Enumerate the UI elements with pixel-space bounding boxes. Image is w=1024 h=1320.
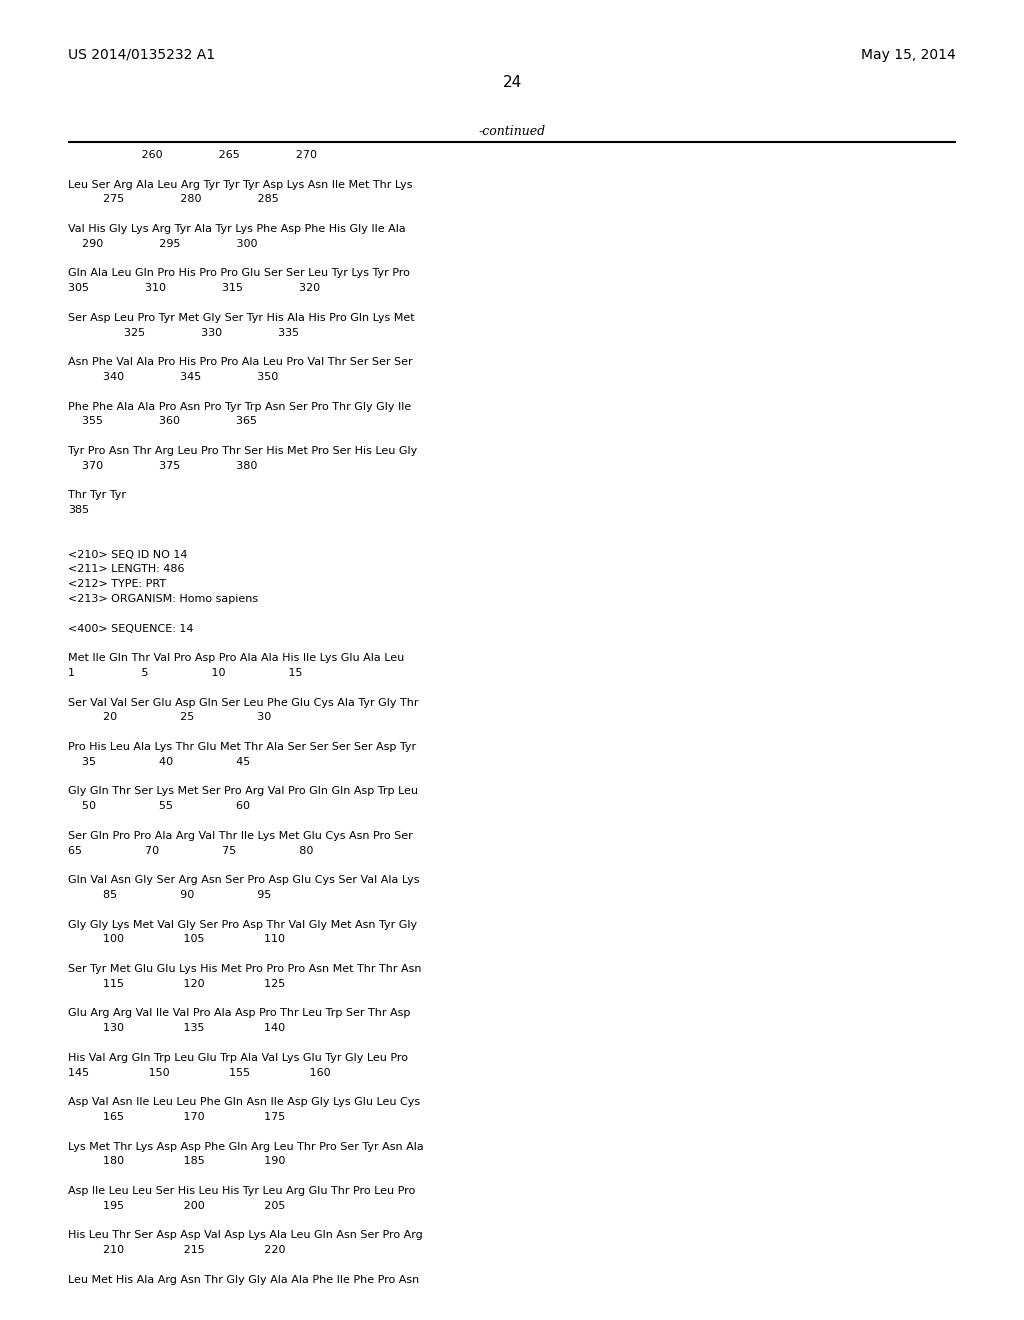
- Text: Phe Phe Ala Ala Pro Asn Pro Tyr Trp Asn Ser Pro Thr Gly Gly Ile: Phe Phe Ala Ala Pro Asn Pro Tyr Trp Asn …: [68, 401, 412, 412]
- Text: 305                310                315                320: 305 310 315 320: [68, 284, 321, 293]
- Text: <210> SEQ ID NO 14: <210> SEQ ID NO 14: [68, 549, 187, 560]
- Text: -continued: -continued: [478, 125, 546, 139]
- Text: Leu Ser Arg Ala Leu Arg Tyr Tyr Tyr Asp Lys Asn Ile Met Thr Lys: Leu Ser Arg Ala Leu Arg Tyr Tyr Tyr Asp …: [68, 180, 413, 190]
- Text: <212> TYPE: PRT: <212> TYPE: PRT: [68, 579, 166, 589]
- Text: Asp Ile Leu Leu Ser His Leu His Tyr Leu Arg Glu Thr Pro Leu Pro: Asp Ile Leu Leu Ser His Leu His Tyr Leu …: [68, 1185, 416, 1196]
- Text: Glu Arg Arg Val Ile Val Pro Ala Asp Pro Thr Leu Trp Ser Thr Asp: Glu Arg Arg Val Ile Val Pro Ala Asp Pro …: [68, 1008, 411, 1019]
- Text: 50                  55                  60: 50 55 60: [68, 801, 250, 812]
- Text: 65                  70                  75                  80: 65 70 75 80: [68, 846, 313, 855]
- Text: Thr Tyr Tyr: Thr Tyr Tyr: [68, 491, 126, 500]
- Text: 35                  40                  45: 35 40 45: [68, 756, 250, 767]
- Text: 355                360                365: 355 360 365: [68, 416, 257, 426]
- Text: <213> ORGANISM: Homo sapiens: <213> ORGANISM: Homo sapiens: [68, 594, 258, 605]
- Text: 290                295                300: 290 295 300: [68, 239, 257, 248]
- Text: 20                  25                  30: 20 25 30: [68, 713, 271, 722]
- Text: Ser Gln Pro Pro Ala Arg Val Thr Ile Lys Met Glu Cys Asn Pro Ser: Ser Gln Pro Pro Ala Arg Val Thr Ile Lys …: [68, 830, 413, 841]
- Text: 195                 200                 205: 195 200 205: [68, 1201, 286, 1210]
- Text: 260                265                270: 260 265 270: [68, 150, 317, 160]
- Text: Val His Gly Lys Arg Tyr Ala Tyr Lys Phe Asp Phe His Gly Ile Ala: Val His Gly Lys Arg Tyr Ala Tyr Lys Phe …: [68, 224, 406, 234]
- Text: 100                 105                 110: 100 105 110: [68, 935, 285, 944]
- Text: His Val Arg Gln Trp Leu Glu Trp Ala Val Lys Glu Tyr Gly Leu Pro: His Val Arg Gln Trp Leu Glu Trp Ala Val …: [68, 1053, 408, 1063]
- Text: Gln Val Asn Gly Ser Arg Asn Ser Pro Asp Glu Cys Ser Val Ala Lys: Gln Val Asn Gly Ser Arg Asn Ser Pro Asp …: [68, 875, 420, 886]
- Text: 165                 170                 175: 165 170 175: [68, 1111, 286, 1122]
- Text: Pro His Leu Ala Lys Thr Glu Met Thr Ala Ser Ser Ser Ser Asp Tyr: Pro His Leu Ala Lys Thr Glu Met Thr Ala …: [68, 742, 416, 752]
- Text: 85                  90                  95: 85 90 95: [68, 890, 271, 900]
- Text: Gly Gly Lys Met Val Gly Ser Pro Asp Thr Val Gly Met Asn Tyr Gly: Gly Gly Lys Met Val Gly Ser Pro Asp Thr …: [68, 920, 417, 929]
- Text: 385: 385: [68, 506, 89, 515]
- Text: Asn Phe Val Ala Pro His Pro Pro Ala Leu Pro Val Thr Ser Ser Ser: Asn Phe Val Ala Pro His Pro Pro Ala Leu …: [68, 358, 413, 367]
- Text: May 15, 2014: May 15, 2014: [861, 48, 956, 62]
- Text: <211> LENGTH: 486: <211> LENGTH: 486: [68, 565, 184, 574]
- Text: Ser Asp Leu Pro Tyr Met Gly Ser Tyr His Ala His Pro Gln Lys Met: Ser Asp Leu Pro Tyr Met Gly Ser Tyr His …: [68, 313, 415, 323]
- Text: 340                345                350: 340 345 350: [68, 372, 279, 381]
- Text: 180                 185                 190: 180 185 190: [68, 1156, 286, 1167]
- Text: 115                 120                 125: 115 120 125: [68, 979, 286, 989]
- Text: 24: 24: [503, 75, 521, 90]
- Text: 210                 215                 220: 210 215 220: [68, 1245, 286, 1255]
- Text: 1                   5                  10                  15: 1 5 10 15: [68, 668, 302, 678]
- Text: US 2014/0135232 A1: US 2014/0135232 A1: [68, 48, 215, 62]
- Text: Lys Met Thr Lys Asp Asp Phe Gln Arg Leu Thr Pro Ser Tyr Asn Ala: Lys Met Thr Lys Asp Asp Phe Gln Arg Leu …: [68, 1142, 424, 1151]
- Text: 275                280                285: 275 280 285: [68, 194, 279, 205]
- Text: Tyr Pro Asn Thr Arg Leu Pro Thr Ser His Met Pro Ser His Leu Gly: Tyr Pro Asn Thr Arg Leu Pro Thr Ser His …: [68, 446, 417, 455]
- Text: 130                 135                 140: 130 135 140: [68, 1023, 285, 1034]
- Text: Ser Tyr Met Glu Glu Lys His Met Pro Pro Pro Asn Met Thr Thr Asn: Ser Tyr Met Glu Glu Lys His Met Pro Pro …: [68, 964, 422, 974]
- Text: Asp Val Asn Ile Leu Leu Phe Gln Asn Ile Asp Gly Lys Glu Leu Cys: Asp Val Asn Ile Leu Leu Phe Gln Asn Ile …: [68, 1097, 420, 1107]
- Text: Met Ile Gln Thr Val Pro Asp Pro Ala Ala His Ile Lys Glu Ala Leu: Met Ile Gln Thr Val Pro Asp Pro Ala Ala …: [68, 653, 404, 663]
- Text: Ser Val Val Ser Glu Asp Gln Ser Leu Phe Glu Cys Ala Tyr Gly Thr: Ser Val Val Ser Glu Asp Gln Ser Leu Phe …: [68, 697, 419, 708]
- Text: 370                375                380: 370 375 380: [68, 461, 257, 471]
- Text: 325                330                335: 325 330 335: [68, 327, 299, 338]
- Text: 145                 150                 155                 160: 145 150 155 160: [68, 1068, 331, 1077]
- Text: Leu Met His Ala Arg Asn Thr Gly Gly Ala Ala Phe Ile Phe Pro Asn: Leu Met His Ala Arg Asn Thr Gly Gly Ala …: [68, 1275, 419, 1284]
- Text: <400> SEQUENCE: 14: <400> SEQUENCE: 14: [68, 623, 194, 634]
- Text: His Leu Thr Ser Asp Asp Val Asp Lys Ala Leu Gln Asn Ser Pro Arg: His Leu Thr Ser Asp Asp Val Asp Lys Ala …: [68, 1230, 423, 1241]
- Text: Gly Gln Thr Ser Lys Met Ser Pro Arg Val Pro Gln Gln Asp Trp Leu: Gly Gln Thr Ser Lys Met Ser Pro Arg Val …: [68, 787, 418, 796]
- Text: Gln Ala Leu Gln Pro His Pro Pro Glu Ser Ser Leu Tyr Lys Tyr Pro: Gln Ala Leu Gln Pro His Pro Pro Glu Ser …: [68, 268, 410, 279]
